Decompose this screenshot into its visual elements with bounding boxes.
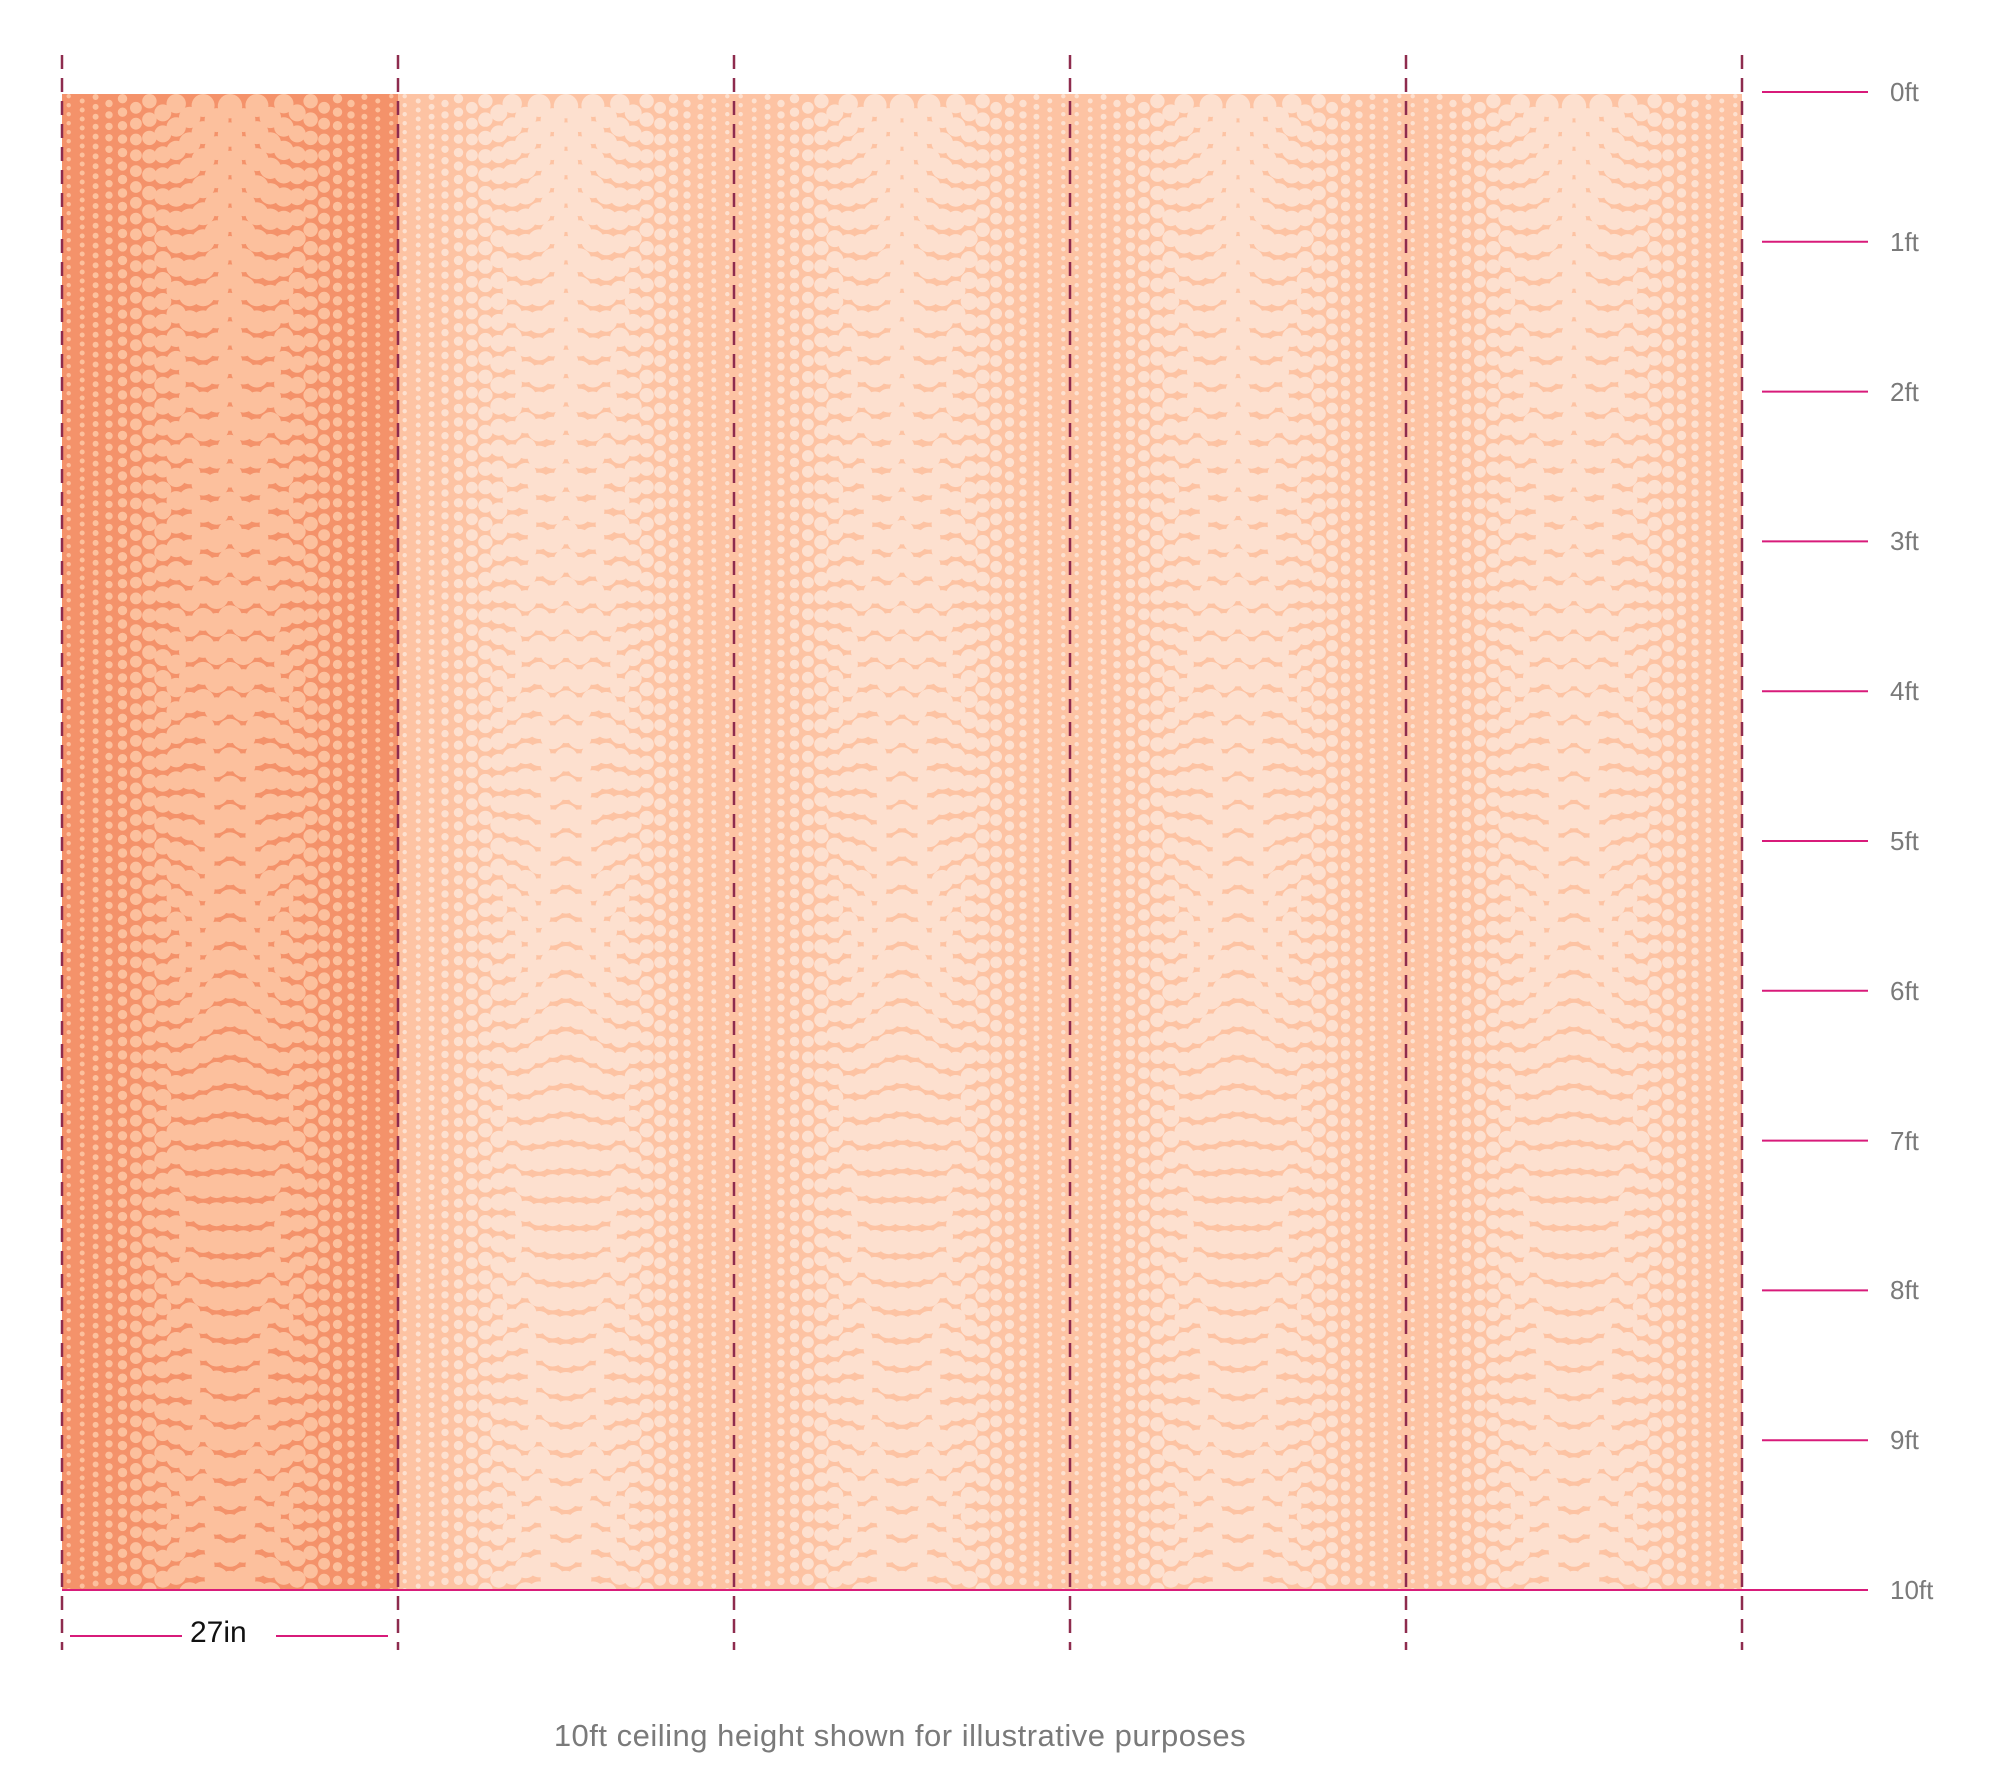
ruler-label: 10ft <box>1890 1575 1934 1605</box>
wall-panel <box>1070 94 1406 1590</box>
ruler-label: 5ft <box>1890 826 1919 856</box>
wall-panel <box>62 94 398 1590</box>
wall-panel <box>1406 94 1742 1590</box>
ruler-label: 3ft <box>1890 526 1919 557</box>
panel-width-label: 27in <box>190 1616 247 1649</box>
ruler-label: 6ft <box>1890 975 1919 1006</box>
wall-panel <box>398 94 734 1590</box>
ruler-label: 0ft <box>1890 77 1919 107</box>
ruler-label: 9ft <box>1890 1425 1919 1456</box>
ruler-label: 7ft <box>1890 1125 1919 1156</box>
wall-panel <box>734 94 1070 1590</box>
ruler-label: 1ft <box>1890 226 1919 257</box>
ruler-label: 2ft <box>1890 376 1919 407</box>
ruler-label: 4ft <box>1890 676 1919 707</box>
ruler-label: 8ft <box>1890 1275 1919 1306</box>
caption: 10ft ceiling height shown for illustrati… <box>553 1718 1247 1753</box>
